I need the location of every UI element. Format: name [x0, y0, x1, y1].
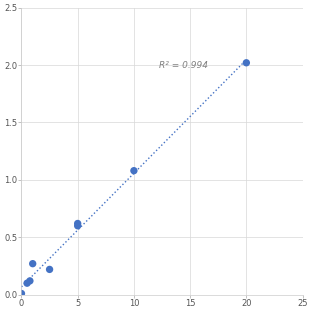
- Point: [19, 291, 24, 296]
- Point: [75, 221, 80, 226]
- Point: [27, 278, 32, 283]
- Point: [244, 60, 249, 65]
- Point: [47, 267, 52, 272]
- Point: [131, 168, 136, 173]
- Point: [25, 281, 30, 286]
- Point: [30, 261, 35, 266]
- Text: R² = 0.994: R² = 0.994: [158, 61, 208, 70]
- Point: [75, 223, 80, 228]
